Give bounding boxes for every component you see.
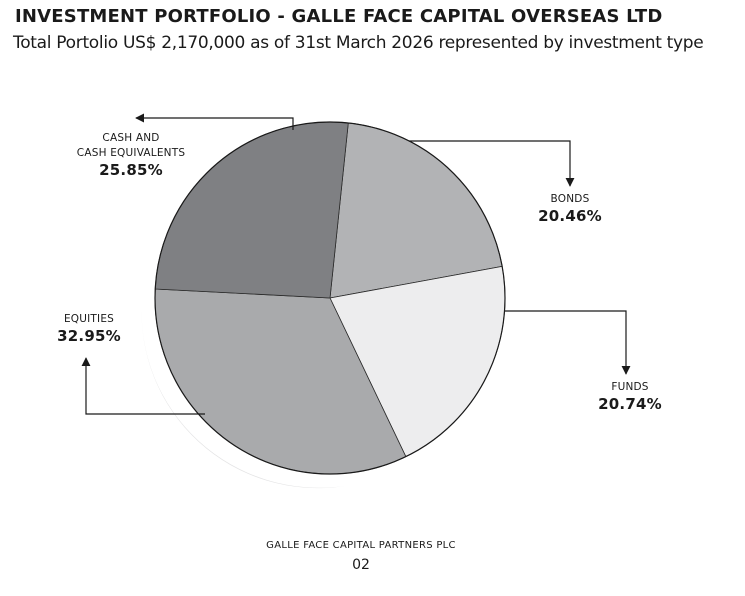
slice-label-cash: CASH AND CASH EQUIVALENTS 25.85% [70,131,192,180]
page-number: 02 [352,557,370,573]
pie-slices [154,121,506,475]
slice-value: 20.46% [538,207,602,225]
slice-label-bonds: BONDS 20.46% [520,192,620,226]
slice-label-equities: EQUITIES 32.95% [39,312,139,346]
pie-outline [154,121,506,475]
leader-cash [135,113,294,130]
slice-name: CASH AND [102,132,160,144]
slice-value: 25.85% [99,161,163,179]
leader-lines [81,113,631,415]
slice-name: CASH EQUIVALENTS [76,147,186,159]
leader-funds [505,310,631,375]
leader-bonds [409,140,575,187]
page-title: INVESTMENT PORTFOLIO - GALLE FACE CAPITA… [15,6,663,27]
footer-company: GALLE FACE CAPITAL PARTNERS PLC [266,540,456,551]
page-subtitle: Total Portolio US$ 2,170,000 as of 31st … [13,33,704,53]
leader-equities [81,357,205,415]
slice-value: 32.95% [57,327,121,345]
slice-value: 20.74% [598,395,662,413]
slice-name: BONDS [550,193,590,205]
slice-label-funds: FUNDS 20.74% [580,380,680,414]
slice-name: EQUITIES [63,313,115,325]
slice-name: FUNDS [611,381,649,393]
